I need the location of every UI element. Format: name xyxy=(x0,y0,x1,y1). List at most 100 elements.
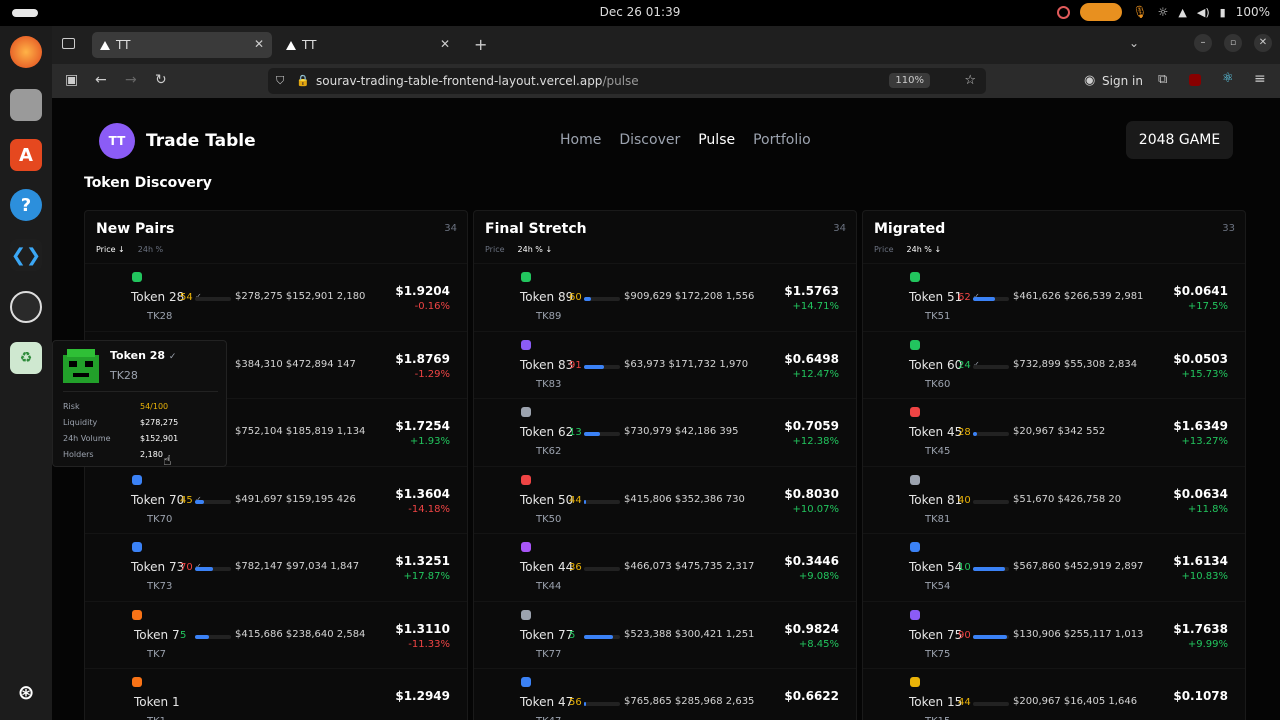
token-row[interactable]: Token 62 TK62 13 $730,979 $42,186 395 $0.705… xyxy=(474,398,856,466)
sort-price[interactable]: Price ↓ xyxy=(96,245,125,254)
token-name[interactable]: Token 83 xyxy=(520,357,574,372)
nav-home[interactable]: Home xyxy=(560,132,602,148)
token-row[interactable]: Token 77 TK77 5 $523,388 $300,421 1,251 $0.9… xyxy=(474,600,856,669)
microphone-icon[interactable]: 🎙 xyxy=(1132,5,1148,19)
close-tab-icon[interactable]: ✕ xyxy=(253,37,264,51)
token-name[interactable]: Token 15 xyxy=(909,695,963,709)
token-row[interactable]: Token 28 ✓ TK28 54 $278,275 $152,901 2,180 $1… xyxy=(85,263,467,331)
brand-name[interactable]: Trade Table xyxy=(146,131,256,151)
lock-icon[interactable]: 🔒 xyxy=(296,74,310,87)
token-row[interactable]: Token 73 ✓ TK73 70 $782,147 $97,034 1,847 $1.… xyxy=(85,533,467,601)
token-symbol: TK51 xyxy=(925,311,951,322)
token-row[interactable]: Token 45 TK45 28 $20,967 $342 552 $1.6349 +13… xyxy=(863,398,1245,466)
token-row[interactable]: Token 7 TK7 5 $415,686 $238,640 2,584 $1.311… xyxy=(85,600,467,669)
extensions-icon[interactable]: ⧉ xyxy=(1158,72,1168,87)
token-name[interactable]: Token 70 xyxy=(131,492,185,507)
token-name[interactable]: Token 47 xyxy=(520,695,574,709)
bookmark-star-icon[interactable]: ☆ xyxy=(964,73,976,88)
token-stats: $752,104 $185,819 1,134 xyxy=(235,426,366,437)
sign-in-link[interactable]: Sign in xyxy=(1102,74,1143,88)
accessibility-icon[interactable] xyxy=(1057,5,1071,19)
token-row[interactable]: Token 15 TK15 44 $200,967 $16,405 1,646 $0.1… xyxy=(863,668,1245,720)
address-bar[interactable]: ⛉ 🔒 sourav-trading-table-frontend-layout… xyxy=(268,68,986,94)
nav-portfolio[interactable]: Portfolio xyxy=(753,132,811,148)
token-stats: $384,310 $472,894 147 xyxy=(235,358,356,370)
reload-icon[interactable]: ↻ xyxy=(155,72,167,88)
software-store-icon[interactable]: A xyxy=(10,139,42,171)
sort-24h-change[interactable]: 24h % ↓ xyxy=(517,245,553,254)
token-row[interactable]: Token 54 TK54 10 $567,860 $452,919 2,897 $1.… xyxy=(863,533,1245,601)
new-tab-icon[interactable]: + xyxy=(474,35,488,54)
sidebar-toggle-icon[interactable]: ▣ xyxy=(65,72,79,88)
zoom-level[interactable]: 110% xyxy=(889,73,930,88)
sort-24h-change[interactable]: 24h % xyxy=(137,245,164,254)
token-name[interactable]: Token 45 xyxy=(909,425,963,439)
token-name[interactable]: Token 1 xyxy=(134,695,180,709)
help-icon[interactable]: ? xyxy=(10,189,42,221)
forward-icon[interactable]: → xyxy=(125,72,137,88)
token-name[interactable]: Token 62 xyxy=(520,425,574,439)
obs-icon[interactable] xyxy=(10,291,42,323)
files-icon[interactable] xyxy=(10,89,42,121)
token-name[interactable]: Token 50 xyxy=(520,492,574,507)
token-row[interactable]: Token 60 ✓ TK60 24 $732,899 $55,308 2,834 $0.… xyxy=(863,330,1245,399)
screen-share-icon[interactable] xyxy=(1080,3,1123,21)
token-row[interactable]: Token 83 TK83 91 $63,973 $171,732 1,970 $0.6… xyxy=(474,330,856,399)
back-icon[interactable]: ← xyxy=(95,72,107,88)
battery-icon[interactable]: ▮ xyxy=(1219,5,1226,19)
token-name[interactable]: Token 77 xyxy=(520,627,574,642)
token-name[interactable]: Token 51 xyxy=(909,290,963,304)
trash-icon[interactable]: ♻ xyxy=(10,342,42,374)
token-row[interactable]: Token 50 TK50 44 $415,806 $352,386 730 $0.80… xyxy=(474,465,856,534)
sort-price[interactable]: Price xyxy=(874,245,894,254)
account-icon[interactable]: ◉ xyxy=(1084,73,1096,88)
brand-logo[interactable]: TT xyxy=(99,123,135,159)
nav-pulse[interactable]: Pulse xyxy=(698,132,736,148)
token-row[interactable]: Token 44 TK44 36 $466,073 $475,735 2,317 $0.… xyxy=(474,533,856,601)
column-count: 34 xyxy=(833,223,846,234)
minimize-icon[interactable]: – xyxy=(1194,34,1212,52)
tab-list-chevron-icon[interactable]: ⌄ xyxy=(1129,36,1140,50)
close-window-icon[interactable]: ✕ xyxy=(1254,34,1272,52)
firefox-icon[interactable] xyxy=(10,36,42,68)
volume-icon[interactable]: ◀) xyxy=(1196,5,1210,19)
vscode-icon[interactable]: ❮❯ xyxy=(10,239,42,271)
token-row[interactable]: Token 89 TK89 60 $909,629 $172,208 1,556 $1.… xyxy=(474,263,856,331)
sort-price[interactable]: Price xyxy=(485,245,505,254)
nav-discover[interactable]: Discover xyxy=(619,132,681,148)
close-tab-icon[interactable]: ✕ xyxy=(439,37,450,51)
token-name[interactable]: Token 75 xyxy=(909,627,963,642)
maximize-icon[interactable]: ▫ xyxy=(1224,34,1242,52)
token-name[interactable]: Token 60 xyxy=(909,357,963,372)
tab-overview-icon[interactable] xyxy=(62,38,75,49)
column-title: New Pairs xyxy=(96,221,175,237)
token-name[interactable]: Token 44 xyxy=(520,560,574,574)
token-row[interactable]: Token 1 TK1 $1.2949 xyxy=(85,668,467,720)
token-name[interactable]: Token 81 xyxy=(909,492,963,507)
tab-inactive[interactable]: TT ✕ xyxy=(278,32,458,58)
risk-score: 45 xyxy=(180,494,193,506)
token-name[interactable]: Token 28 xyxy=(131,290,185,304)
tab-active[interactable]: TT ✕ xyxy=(92,32,272,58)
wifi-icon[interactable]: ▲ xyxy=(1178,5,1187,19)
tracking-shield-icon[interactable]: ⛉ xyxy=(276,74,285,87)
sort-24h-change[interactable]: 24h % ↓ xyxy=(906,245,942,254)
brightness-icon[interactable]: ☼ xyxy=(1157,5,1169,19)
token-change: +14.71% xyxy=(792,301,839,312)
token-name[interactable]: Token 73 xyxy=(131,560,185,574)
menu-icon[interactable]: ≡ xyxy=(1254,71,1266,87)
react-devtools-icon[interactable]: ⚛ xyxy=(1222,71,1234,86)
token-row[interactable]: Token 75 TK75 90 $130,906 $255,117 1,013 $1.… xyxy=(863,600,1245,669)
token-row[interactable]: Token 70 ✓ TK70 45 $491,697 $159,195 426 $1.3… xyxy=(85,465,467,534)
game-button[interactable]: 2048 GAME xyxy=(1126,121,1233,159)
token-name[interactable]: Token 54 xyxy=(909,560,963,574)
show-apps-icon[interactable]: ⊛ xyxy=(17,680,35,704)
token-row[interactable]: Token 51 ✓ TK51 62 $461,626 $266,539 2,981 $0… xyxy=(863,263,1245,331)
token-row[interactable]: Token 81 TK81 40 $51,670 $426,758 20 $0.0634… xyxy=(863,465,1245,534)
system-clock[interactable]: Dec 26 01:39 xyxy=(599,5,681,19)
activities-indicator[interactable] xyxy=(12,9,38,17)
token-name[interactable]: Token 89 xyxy=(520,290,574,304)
ublock-icon[interactable] xyxy=(1189,74,1201,86)
token-name[interactable]: Token 7 xyxy=(134,627,180,642)
token-row[interactable]: Token 47 TK47 56 $765,865 $285,968 2,635 $0.… xyxy=(474,668,856,720)
